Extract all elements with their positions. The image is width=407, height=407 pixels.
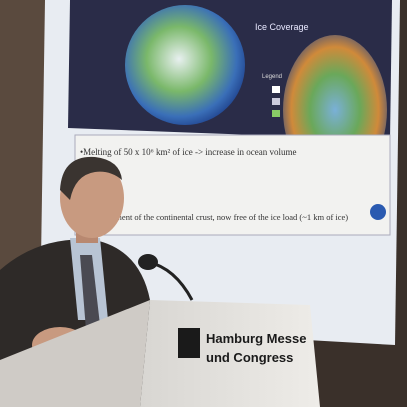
- slide-text-box: [74, 134, 391, 236]
- legend-swatch: [272, 86, 280, 93]
- podium-logo: [178, 328, 200, 358]
- microphone: [138, 254, 158, 270]
- hair: [60, 156, 122, 200]
- legend-swatch: [272, 98, 280, 105]
- legend-swatch: [272, 110, 280, 117]
- podium-side: [0, 300, 150, 407]
- tie: [80, 255, 100, 330]
- podium-text: Hamburg Messe: [206, 331, 306, 346]
- slide-bullet: •Melting of 50 x 10⁶ km² of ice -> incre…: [80, 147, 297, 157]
- podium-text: und Congress: [206, 350, 293, 365]
- slide-heading: Ice Coverage: [255, 22, 309, 32]
- legend-title: Legend: [262, 74, 282, 80]
- slide-bullet: adjustment of the continental crust, now…: [95, 212, 348, 222]
- podium: [140, 300, 320, 407]
- globe: [125, 5, 245, 125]
- logo: [370, 204, 386, 220]
